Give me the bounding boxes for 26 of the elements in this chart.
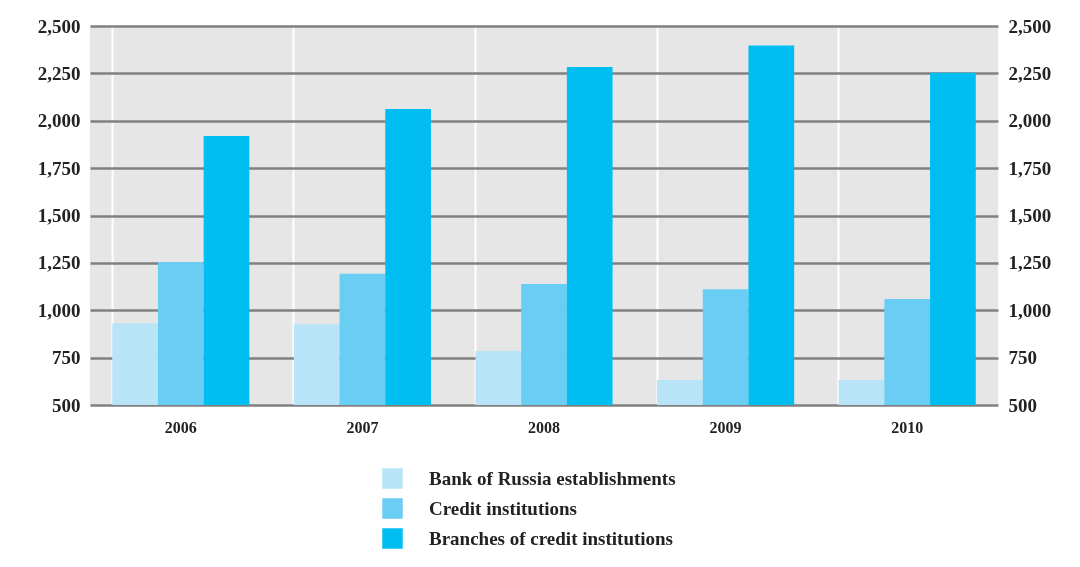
y2-tick-label: 1,250 — [1008, 252, 1052, 274]
y-tick-label: 500 — [52, 394, 81, 416]
y-tick-label: 2,250 — [37, 62, 81, 84]
y-tick-label: 1,500 — [37, 205, 81, 226]
legend-label: Branches of credit institutions — [429, 527, 674, 549]
y2-tick-label: 1,750 — [1008, 157, 1052, 179]
y2-tick-label: 2,250 — [1008, 62, 1052, 84]
x-tick-label: 2006 — [164, 418, 197, 436]
y2-tick-label: 2,500 — [1008, 15, 1052, 37]
y2-tick-label: 500 — [1008, 394, 1037, 416]
y2-tick-label: 1,500 — [1008, 205, 1052, 226]
x-tick-label: 2010 — [891, 418, 924, 436]
x-tick-label: 2008 — [528, 418, 560, 436]
y2-tick-label: 750 — [1008, 347, 1037, 369]
y-tick-label: 1,250 — [37, 252, 81, 274]
y2-tick-label: 1,000 — [1008, 299, 1052, 321]
y2-tick-label: 2,000 — [1008, 110, 1052, 132]
x-tick-label: 2007 — [346, 418, 379, 436]
y-tick-label: 2,000 — [37, 110, 81, 132]
y-tick-label: 1,000 — [37, 299, 81, 321]
legend-label: Bank of Russia establishments — [429, 467, 676, 489]
y-tick-label: 750 — [52, 347, 81, 369]
legend-label: Credit institutions — [429, 497, 577, 519]
y-tick-label: 1,750 — [37, 157, 81, 179]
x-tick-label: 2009 — [709, 418, 742, 436]
y-tick-label: 2,500 — [37, 15, 81, 37]
